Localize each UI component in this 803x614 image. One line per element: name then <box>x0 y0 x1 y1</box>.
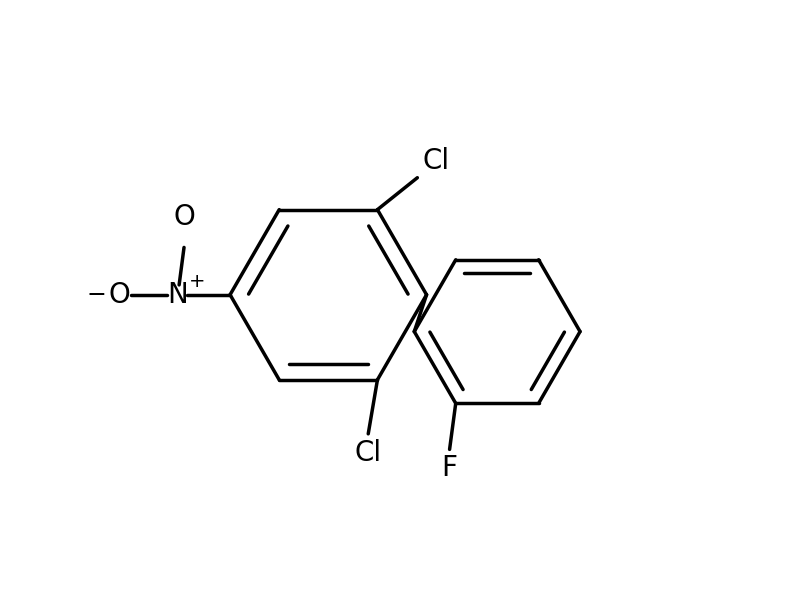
Text: F: F <box>441 454 457 483</box>
Text: O: O <box>108 281 130 309</box>
Text: +: + <box>189 272 206 290</box>
Text: N: N <box>167 281 188 309</box>
Text: O: O <box>173 203 194 231</box>
Text: Cl: Cl <box>354 439 381 467</box>
Text: Cl: Cl <box>422 147 449 174</box>
Text: −: − <box>86 282 106 307</box>
